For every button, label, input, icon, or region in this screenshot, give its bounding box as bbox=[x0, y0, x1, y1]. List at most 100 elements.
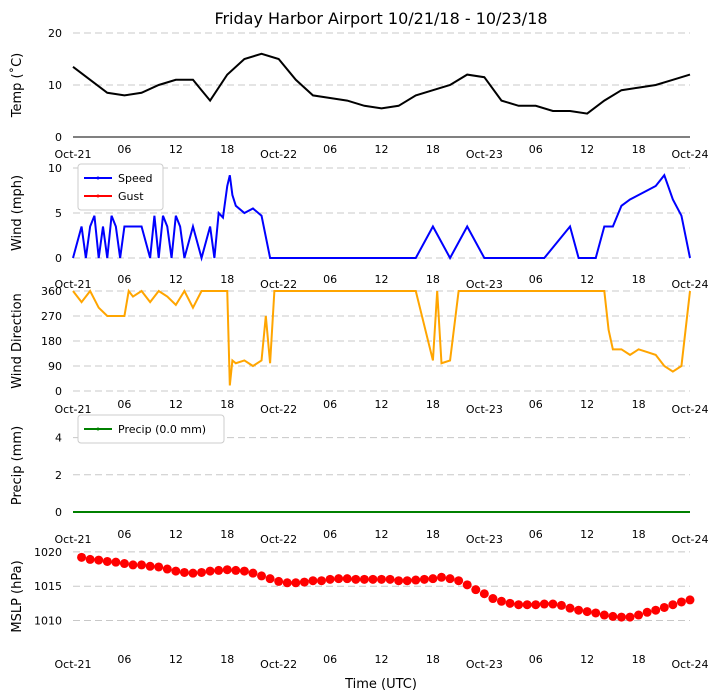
x-tick-label: 18 bbox=[426, 653, 440, 666]
data-point bbox=[359, 574, 369, 584]
y-tick-label: 2 bbox=[55, 469, 62, 482]
x-tick-label: 12 bbox=[169, 273, 183, 286]
data-point bbox=[402, 576, 412, 586]
x-tick-label: 18 bbox=[220, 273, 234, 286]
y-axis-label: Wind (mph) bbox=[10, 175, 25, 251]
data-point bbox=[205, 566, 215, 576]
y-tick-label: 0 bbox=[55, 131, 62, 144]
x-tick-label: 12 bbox=[580, 528, 594, 541]
y-axis-label: Wind Direction bbox=[10, 293, 25, 389]
data-point bbox=[188, 568, 198, 578]
data-point bbox=[668, 600, 678, 610]
data-point bbox=[145, 561, 155, 571]
data-point bbox=[102, 556, 112, 566]
x-tick-label: Oct-24 bbox=[672, 148, 709, 161]
x-tick-label: 18 bbox=[632, 398, 646, 411]
y-tick-label: 360 bbox=[41, 285, 62, 298]
data-point bbox=[591, 608, 601, 618]
data-point bbox=[162, 564, 172, 574]
data-point bbox=[239, 566, 249, 576]
x-axis-label: Time (UTC) bbox=[344, 677, 417, 692]
x-tick-label: Oct-22 bbox=[260, 533, 297, 546]
x-tick-label: Oct-21 bbox=[55, 658, 92, 671]
data-point bbox=[565, 603, 575, 613]
y-tick-label: 90 bbox=[48, 360, 62, 373]
data-point bbox=[616, 612, 626, 622]
x-tick-label: 06 bbox=[323, 143, 337, 156]
legend-label: Speed bbox=[118, 172, 152, 185]
data-point bbox=[214, 565, 224, 575]
x-tick-label: Oct-21 bbox=[55, 278, 92, 291]
data-point bbox=[197, 567, 207, 577]
x-tick-label: Oct-21 bbox=[55, 403, 92, 416]
x-tick-label: Oct-24 bbox=[672, 403, 709, 416]
y-axis-label: Temp (˚C) bbox=[9, 53, 25, 119]
x-tick-label: 12 bbox=[580, 653, 594, 666]
data-point bbox=[445, 574, 455, 584]
data-point bbox=[608, 611, 618, 621]
data-point bbox=[257, 571, 267, 581]
data-point bbox=[676, 597, 686, 607]
data-point bbox=[454, 576, 464, 586]
x-tick-label: 06 bbox=[529, 143, 543, 156]
data-point bbox=[651, 605, 661, 615]
x-tick-label: 12 bbox=[169, 528, 183, 541]
data-point bbox=[368, 574, 378, 584]
x-tick-label: 18 bbox=[632, 528, 646, 541]
data-point bbox=[171, 566, 181, 576]
x-tick-label: 12 bbox=[375, 528, 389, 541]
data-point bbox=[471, 585, 481, 595]
data-point bbox=[222, 565, 232, 575]
y-tick-label: 10 bbox=[48, 79, 62, 92]
legend-box bbox=[77, 414, 225, 444]
x-tick-label: Oct-23 bbox=[466, 278, 503, 291]
x-tick-label: Oct-23 bbox=[466, 533, 503, 546]
data-point bbox=[274, 576, 284, 586]
x-tick-label: 06 bbox=[529, 528, 543, 541]
y-tick-label: 270 bbox=[41, 310, 62, 323]
data-point bbox=[685, 595, 695, 605]
y-tick-label: 20 bbox=[48, 27, 62, 40]
data-point bbox=[111, 557, 121, 567]
x-tick-label: 12 bbox=[169, 398, 183, 411]
x-tick-label: 18 bbox=[632, 653, 646, 666]
x-tick-label: 18 bbox=[220, 653, 234, 666]
x-tick-label: 06 bbox=[117, 653, 131, 666]
x-tick-label: 18 bbox=[426, 143, 440, 156]
legend-marker bbox=[96, 176, 100, 180]
data-point bbox=[659, 602, 669, 612]
data-point bbox=[514, 600, 524, 610]
legend-box bbox=[77, 163, 164, 211]
x-tick-label: Oct-23 bbox=[466, 403, 503, 416]
panel-temperature: 0 10 20 Temp (˚C) Oct-21 06 12 18 Oct-22 06 12 18 Oc… bbox=[9, 27, 709, 161]
x-tick-label: 06 bbox=[323, 273, 337, 286]
data-point bbox=[351, 574, 361, 584]
x-tick-label: 12 bbox=[580, 398, 594, 411]
data-point bbox=[505, 598, 515, 608]
data-point bbox=[137, 560, 147, 570]
data-point bbox=[642, 607, 652, 617]
x-tick-label: 06 bbox=[529, 273, 543, 286]
x-tick-label: 12 bbox=[375, 143, 389, 156]
data-point bbox=[248, 568, 258, 578]
x-tick-label: 06 bbox=[117, 143, 131, 156]
data-point bbox=[462, 580, 472, 590]
data-point bbox=[539, 599, 549, 609]
series-line-speed bbox=[72, 173, 691, 262]
panel-precipitation: 0 2 4 Precip (mm) Oct-21 06 12 18 Oct-22 06 12 18 Oc… bbox=[10, 414, 709, 546]
data-point bbox=[488, 594, 498, 604]
x-tick-label: Oct-24 bbox=[672, 533, 709, 546]
x-tick-label: 18 bbox=[426, 528, 440, 541]
data-point bbox=[428, 574, 438, 584]
data-point bbox=[308, 576, 318, 586]
data-point bbox=[419, 574, 429, 584]
data-point bbox=[265, 574, 275, 584]
x-tick-label: 06 bbox=[529, 653, 543, 666]
x-tick-label: 18 bbox=[220, 528, 234, 541]
x-tick-label: 12 bbox=[580, 273, 594, 286]
series-line-temperature bbox=[72, 52, 691, 115]
x-tick-label: Oct-22 bbox=[260, 278, 297, 291]
data-point bbox=[599, 610, 609, 620]
data-point bbox=[394, 576, 404, 586]
data-point bbox=[291, 578, 301, 588]
